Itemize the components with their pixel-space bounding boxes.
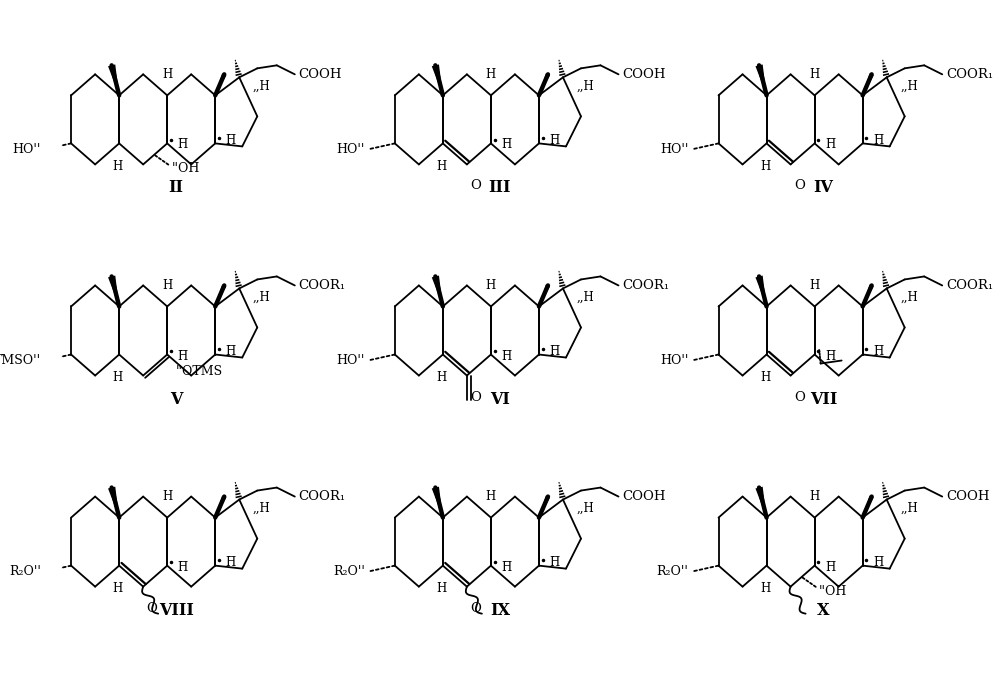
Text: HO'': HO'': [660, 354, 689, 367]
Text: H: H: [809, 68, 820, 81]
Polygon shape: [755, 64, 767, 95]
Text: H: H: [486, 68, 496, 81]
Text: O: O: [794, 391, 805, 404]
Text: ,,H: ,,H: [576, 291, 594, 304]
Text: H̅: H̅: [825, 560, 835, 574]
Text: COOH: COOH: [622, 490, 666, 503]
Text: R₂O'': R₂O'': [333, 565, 365, 578]
Text: H̅: H̅: [178, 139, 188, 151]
Polygon shape: [432, 276, 443, 306]
Text: ,,H: ,,H: [900, 291, 918, 304]
Text: HO'': HO'': [336, 143, 365, 156]
Text: H: H: [809, 490, 820, 503]
Text: H: H: [162, 68, 172, 81]
Text: X: X: [817, 602, 830, 619]
Text: H̅: H̅: [549, 345, 560, 358]
Polygon shape: [755, 276, 767, 306]
Text: H̅: H̅: [226, 345, 236, 358]
Polygon shape: [755, 487, 767, 518]
Polygon shape: [863, 74, 874, 95]
Text: COOR₁: COOR₁: [946, 279, 993, 292]
Text: ''OH: ''OH: [172, 162, 200, 175]
Text: ''OH: ''OH: [819, 585, 847, 598]
Text: H̅: H̅: [178, 349, 188, 362]
Text: IV: IV: [814, 179, 834, 197]
Text: R₂O'': R₂O'': [657, 565, 689, 578]
Text: O: O: [470, 391, 481, 404]
Text: H: H: [760, 160, 770, 173]
Text: H: H: [113, 160, 123, 173]
Text: TMSO'': TMSO'': [0, 354, 41, 367]
Polygon shape: [108, 276, 119, 306]
Text: H̅: H̅: [226, 134, 236, 147]
Polygon shape: [539, 496, 550, 518]
Polygon shape: [863, 496, 874, 518]
Polygon shape: [432, 64, 443, 95]
Text: H̅: H̅: [873, 134, 883, 147]
Polygon shape: [215, 74, 226, 95]
Text: COOH: COOH: [298, 68, 342, 81]
Text: V: V: [170, 391, 182, 408]
Polygon shape: [215, 496, 226, 518]
Text: H: H: [436, 160, 446, 173]
Text: H̅: H̅: [226, 556, 236, 569]
Text: II: II: [169, 179, 184, 197]
Text: ,,H: ,,H: [253, 502, 271, 515]
Text: H: H: [162, 490, 172, 503]
Polygon shape: [863, 285, 874, 306]
Text: H: H: [436, 371, 446, 384]
Text: H: H: [760, 582, 770, 595]
Text: O: O: [794, 179, 805, 193]
Text: HO'': HO'': [336, 354, 365, 367]
Text: H: H: [162, 279, 172, 292]
Text: H̅: H̅: [549, 556, 560, 569]
Text: ,,H: ,,H: [253, 291, 271, 304]
Text: III: III: [489, 179, 511, 197]
Polygon shape: [539, 74, 550, 95]
Text: VII: VII: [810, 391, 837, 408]
Text: ,,H: ,,H: [576, 80, 594, 93]
Text: H̅: H̅: [825, 349, 835, 362]
Text: IX: IX: [490, 602, 510, 619]
Text: ''OTMS: ''OTMS: [176, 364, 223, 377]
Text: VIII: VIII: [159, 602, 194, 619]
Text: O: O: [470, 602, 481, 614]
Polygon shape: [108, 487, 119, 518]
Text: H: H: [486, 490, 496, 503]
Text: ,,H: ,,H: [900, 80, 918, 93]
Text: ,,H: ,,H: [900, 502, 918, 515]
Text: H: H: [113, 582, 123, 595]
Text: HO'': HO'': [13, 143, 41, 156]
Text: H: H: [486, 279, 496, 292]
Text: H̅: H̅: [178, 560, 188, 574]
Polygon shape: [215, 285, 226, 306]
Text: H̅: H̅: [873, 556, 883, 569]
Text: HO'': HO'': [660, 143, 689, 156]
Text: ,,H: ,,H: [576, 502, 594, 515]
Text: ,,H: ,,H: [253, 80, 271, 93]
Text: R₂O'': R₂O'': [9, 565, 41, 578]
Text: COOH: COOH: [622, 68, 666, 81]
Polygon shape: [432, 487, 443, 518]
Text: H̅: H̅: [873, 345, 883, 358]
Text: COOR₁: COOR₁: [298, 279, 346, 292]
Text: VI: VI: [490, 391, 510, 408]
Text: H̅: H̅: [825, 139, 835, 151]
Text: COOR₁: COOR₁: [946, 68, 993, 81]
Text: O: O: [470, 179, 481, 193]
Text: COOR₁: COOR₁: [622, 279, 669, 292]
Text: H̅: H̅: [549, 134, 560, 147]
Text: H̅: H̅: [501, 139, 512, 151]
Text: H̅: H̅: [501, 560, 512, 574]
Polygon shape: [108, 64, 119, 95]
Text: H: H: [113, 371, 123, 384]
Text: COOH: COOH: [946, 490, 989, 503]
Text: O: O: [147, 602, 158, 614]
Text: H: H: [436, 582, 446, 595]
Polygon shape: [539, 285, 550, 306]
Text: COOR₁: COOR₁: [298, 490, 346, 503]
Text: H: H: [809, 279, 820, 292]
Text: H̅: H̅: [501, 349, 512, 362]
Text: H: H: [760, 371, 770, 384]
